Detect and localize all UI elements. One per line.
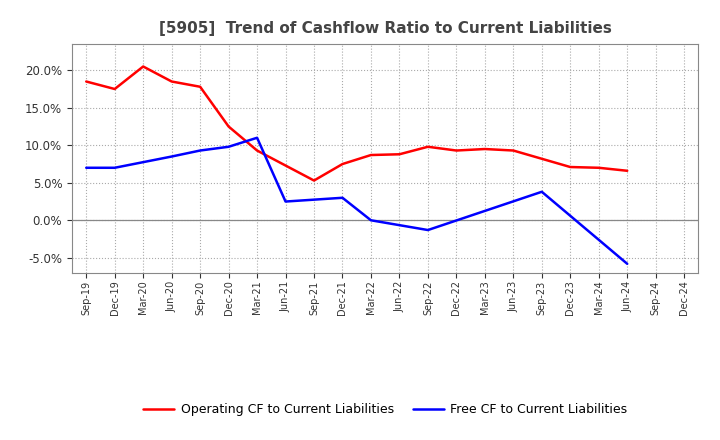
Operating CF to Current Liabilities	[595, 165, 603, 170]
Operating CF to Current Liabilities	[395, 152, 404, 157]
Free CF to Current Liabilities	[196, 148, 204, 153]
Free CF to Current Liabilities	[82, 165, 91, 170]
Free CF to Current Liabilities	[423, 227, 432, 233]
Line: Free CF to Current Liabilities: Free CF to Current Liabilities	[86, 138, 627, 264]
Line: Operating CF to Current Liabilities: Operating CF to Current Liabilities	[86, 66, 627, 180]
Operating CF to Current Liabilities	[366, 152, 375, 158]
Title: [5905]  Trend of Cashflow Ratio to Current Liabilities: [5905] Trend of Cashflow Ratio to Curren…	[159, 21, 611, 36]
Operating CF to Current Liabilities	[253, 148, 261, 153]
Legend: Operating CF to Current Liabilities, Free CF to Current Liabilities: Operating CF to Current Liabilities, Fre…	[138, 398, 632, 421]
Operating CF to Current Liabilities	[509, 148, 518, 153]
Operating CF to Current Liabilities	[423, 144, 432, 150]
Operating CF to Current Liabilities	[167, 79, 176, 84]
Operating CF to Current Liabilities	[139, 64, 148, 69]
Operating CF to Current Liabilities	[338, 161, 347, 167]
Free CF to Current Liabilities	[167, 154, 176, 159]
Free CF to Current Liabilities	[537, 189, 546, 194]
Operating CF to Current Liabilities	[566, 165, 575, 170]
Operating CF to Current Liabilities	[537, 156, 546, 161]
Operating CF to Current Liabilities	[480, 147, 489, 152]
Free CF to Current Liabilities	[623, 261, 631, 267]
Operating CF to Current Liabilities	[82, 79, 91, 84]
Free CF to Current Liabilities	[282, 199, 290, 204]
Free CF to Current Liabilities	[338, 195, 347, 201]
Operating CF to Current Liabilities	[196, 84, 204, 89]
Operating CF to Current Liabilities	[623, 168, 631, 173]
Operating CF to Current Liabilities	[225, 124, 233, 129]
Free CF to Current Liabilities	[366, 218, 375, 223]
Free CF to Current Liabilities	[253, 135, 261, 140]
Operating CF to Current Liabilities	[452, 148, 461, 153]
Operating CF to Current Liabilities	[110, 86, 119, 92]
Free CF to Current Liabilities	[225, 144, 233, 150]
Free CF to Current Liabilities	[110, 165, 119, 170]
Operating CF to Current Liabilities	[310, 178, 318, 183]
